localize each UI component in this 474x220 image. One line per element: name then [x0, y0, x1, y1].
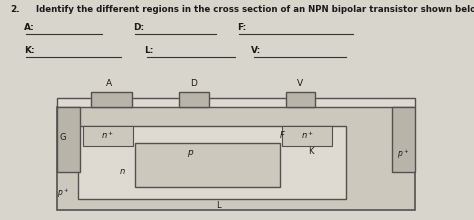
- Text: K: K: [308, 147, 313, 156]
- Text: $p^+$: $p^+$: [397, 147, 410, 161]
- Bar: [135, 143, 280, 187]
- Bar: [57, 107, 415, 210]
- Text: A:: A:: [24, 23, 35, 32]
- Text: Identify the different regions in the cross section of an NPN bipolar transistor: Identify the different regions in the cr…: [36, 6, 474, 15]
- Bar: [282, 126, 332, 146]
- Text: $n^+$: $n^+$: [101, 129, 115, 141]
- Bar: [286, 92, 315, 107]
- Text: D:: D:: [133, 23, 144, 32]
- Text: V: V: [297, 79, 303, 88]
- Text: G: G: [59, 133, 66, 142]
- Text: $p^+$: $p^+$: [57, 187, 69, 200]
- Text: $n^+$: $n^+$: [301, 129, 314, 141]
- Bar: [83, 126, 133, 146]
- Text: D: D: [190, 79, 197, 88]
- Bar: [392, 107, 415, 172]
- Bar: [78, 126, 346, 199]
- Bar: [57, 98, 415, 107]
- Bar: [91, 92, 132, 107]
- Text: L:: L:: [145, 46, 154, 55]
- Text: F: F: [280, 131, 285, 140]
- Text: L: L: [216, 201, 220, 210]
- Text: F:: F:: [237, 23, 246, 32]
- Text: K:: K:: [24, 46, 34, 55]
- Text: V:: V:: [251, 46, 262, 55]
- Text: n: n: [119, 167, 125, 176]
- Text: A: A: [106, 79, 112, 88]
- Bar: [57, 107, 80, 172]
- Text: 2.: 2.: [10, 6, 20, 15]
- Bar: [179, 92, 209, 107]
- Text: p: p: [187, 148, 192, 157]
